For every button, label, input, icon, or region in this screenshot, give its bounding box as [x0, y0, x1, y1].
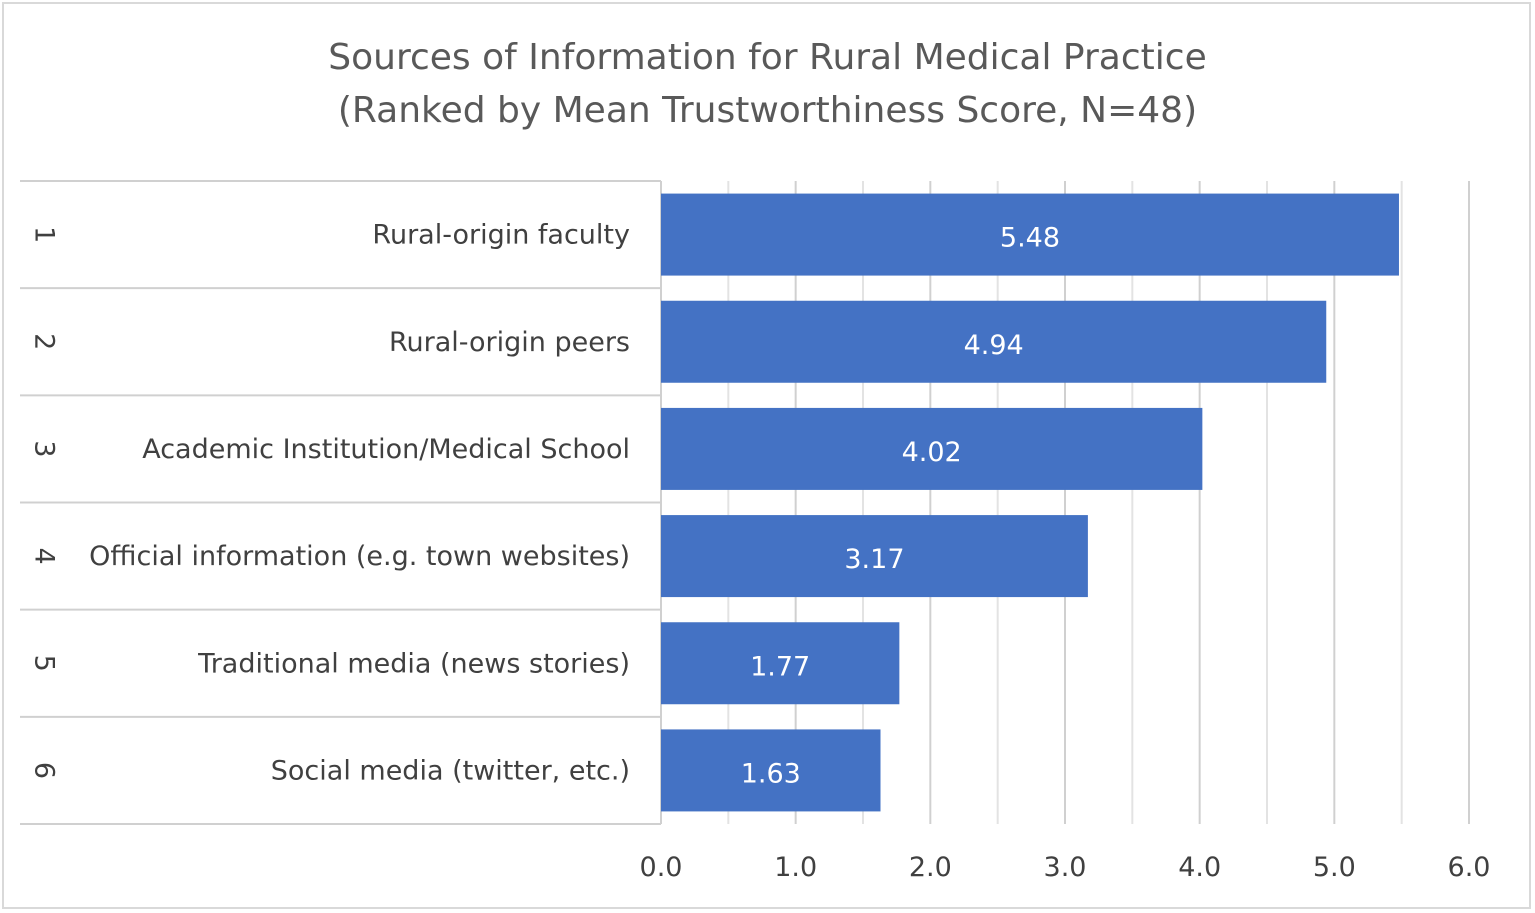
- x-tick-label: 3.0: [1044, 852, 1087, 883]
- data-label: 1.63: [741, 758, 801, 789]
- bar: [661, 729, 881, 812]
- x-tick-label: 6.0: [1448, 852, 1491, 883]
- category-label: Rural-origin faculty: [372, 220, 630, 251]
- x-tick-label: 2.0: [909, 852, 952, 883]
- category-label: Academic Institution/Medical School: [142, 434, 630, 465]
- rank-label: 2: [29, 333, 60, 350]
- x-tick-label: 4.0: [1178, 852, 1221, 883]
- data-label: 4.02: [902, 437, 962, 468]
- data-label: 5.48: [1000, 223, 1060, 254]
- x-tick-label: 1.0: [774, 852, 817, 883]
- chart-title: Sources of Information for Rural Medical…: [328, 37, 1207, 78]
- labels: 5.48 Rural-origin faculty 1 4.94 Rural-origi…: [29, 220, 1491, 883]
- category-label: Rural-origin peers: [389, 327, 630, 358]
- rank-label: 5: [29, 655, 60, 672]
- bar: [661, 193, 1399, 276]
- x-tick-label: 0.0: [640, 852, 683, 883]
- category-label: Official information (e.g. town websites…: [89, 541, 630, 572]
- bar: [661, 515, 1088, 598]
- bar: [661, 407, 1203, 490]
- rank-label: 4: [29, 547, 60, 564]
- category-label: Traditional media (news stories): [197, 648, 630, 679]
- gridlines: [660, 181, 1470, 824]
- data-label: 4.94: [964, 330, 1024, 361]
- category-label: Social media (twitter, etc.): [271, 755, 630, 786]
- data-label: 1.77: [750, 651, 810, 682]
- rank-label: 1: [29, 226, 60, 243]
- rank-label: 6: [29, 762, 60, 779]
- bar: [661, 300, 1327, 383]
- category-table-lines: [20, 180, 662, 825]
- data-label: 3.17: [844, 544, 904, 575]
- chart-subtitle: (Ranked by Mean Trustworthiness Score, N…: [337, 90, 1198, 131]
- bar: [661, 622, 900, 705]
- bars: [661, 193, 1399, 812]
- rank-label: 3: [29, 440, 60, 457]
- x-tick-label: 5.0: [1313, 852, 1356, 883]
